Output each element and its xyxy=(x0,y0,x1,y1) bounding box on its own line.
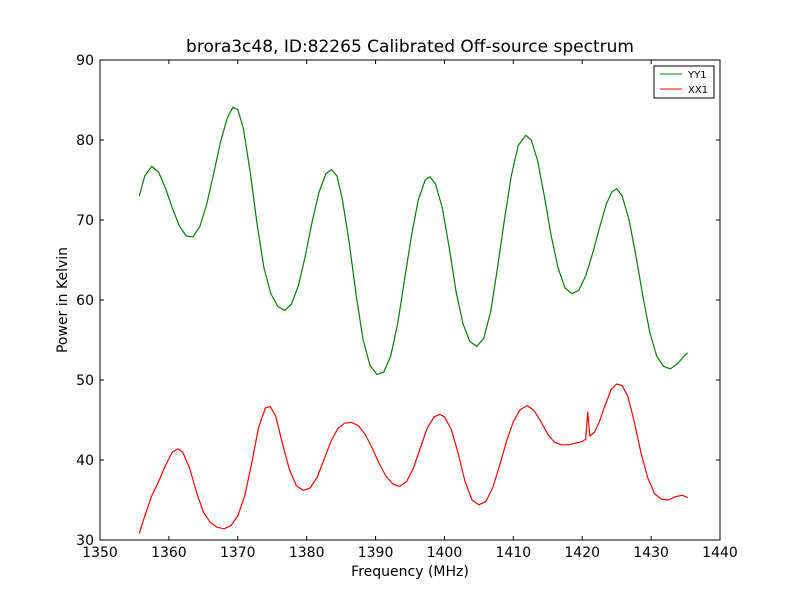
x-tick-label: 1420 xyxy=(564,545,600,561)
legend-label-yy1: YY1 xyxy=(687,70,707,81)
plot-area xyxy=(100,60,720,540)
legend: YY1 XX1 xyxy=(653,65,715,99)
y-axis-label: Power in Kelvin xyxy=(55,247,71,353)
x-tick-label: 1390 xyxy=(358,545,394,561)
y-tick-label: 90 xyxy=(76,53,94,69)
x-tick-label: 1380 xyxy=(289,545,325,561)
y-tick-label: 60 xyxy=(76,293,94,309)
legend-label-xx1: XX1 xyxy=(688,85,708,96)
y-tick-label: 70 xyxy=(76,213,94,229)
x-tick-label: 1400 xyxy=(427,545,463,561)
y-tick-label: 50 xyxy=(76,373,94,389)
x-tick-label: 1430 xyxy=(633,545,669,561)
y-tick-label: 30 xyxy=(76,533,94,549)
x-tick-label: 1440 xyxy=(702,545,738,561)
y-tick-label: 80 xyxy=(76,133,94,149)
x-tick-label: 1370 xyxy=(220,545,256,561)
y-tick-label: 40 xyxy=(76,453,94,469)
legend-box xyxy=(653,65,715,99)
chart-title: brora3c48, ID:82265 Calibrated Off-sourc… xyxy=(186,37,634,57)
x-tick-label: 1350 xyxy=(82,545,118,561)
x-axis-label: Frequency (MHz) xyxy=(351,564,469,580)
series-line-xx1 xyxy=(138,383,688,534)
series-group xyxy=(138,106,689,534)
x-tick-label: 1360 xyxy=(151,545,187,561)
x-tick-label: 1410 xyxy=(496,545,532,561)
series-line-yy1 xyxy=(138,106,689,375)
ticks-group: 1350 1360 1370 1380 1390 1400 1410 1420 1430 1440… xyxy=(76,53,738,561)
